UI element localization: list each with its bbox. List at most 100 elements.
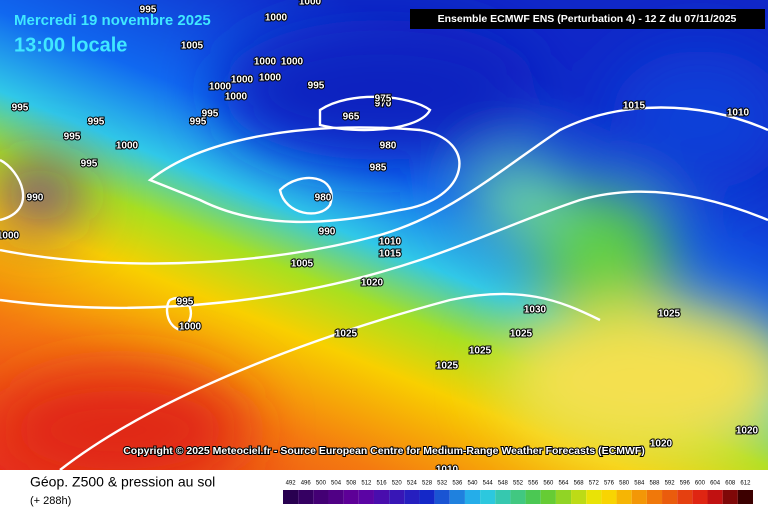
scale-cell xyxy=(631,490,647,504)
scale-label: 496 xyxy=(301,481,312,487)
scale-label: 576 xyxy=(604,481,615,487)
scale-label: 540 xyxy=(468,481,479,487)
isobar-label: 970 xyxy=(375,99,392,110)
isobar-label: 995 xyxy=(190,117,207,128)
isobar-label: 1015 xyxy=(379,249,402,260)
scale-label: 532 xyxy=(437,481,448,487)
scale-label: 512 xyxy=(361,481,372,487)
isobar-label: 1015 xyxy=(623,101,646,112)
scale-cell xyxy=(571,490,587,504)
scale-label: 588 xyxy=(649,481,660,487)
isobar-label: 1005 xyxy=(181,41,204,52)
scale-cell xyxy=(419,490,435,504)
isobar-label: 995 xyxy=(12,103,29,114)
scale-cell xyxy=(343,490,359,504)
isobar-label: 1010 xyxy=(379,237,402,248)
isobar-label: 1000 xyxy=(281,57,304,68)
forecast-date: Mercredi 19 novembre 2025 xyxy=(14,12,211,29)
scale-label: 596 xyxy=(680,481,691,487)
scale-cell xyxy=(389,490,405,504)
scale-cell xyxy=(601,490,617,504)
scale-label: 508 xyxy=(346,481,357,487)
scale-label: 556 xyxy=(528,481,539,487)
forecast-time: 13:00 locale xyxy=(14,34,127,56)
isobar-label: 1000 xyxy=(116,141,139,152)
scale-label: 548 xyxy=(498,481,509,487)
isobar-label: 975 xyxy=(375,94,392,105)
isobar-label: 995 xyxy=(177,297,194,308)
scale-cell xyxy=(616,490,632,504)
scale-label: 600 xyxy=(695,481,706,487)
scale-cell xyxy=(646,490,663,504)
scale-label: 584 xyxy=(634,481,645,487)
scale-label: 492 xyxy=(286,481,297,487)
isobar-label: 990 xyxy=(319,227,336,238)
scale-label: 560 xyxy=(543,481,554,487)
model-info: Ensemble ECMWF ENS (Perturbation 4) - 12… xyxy=(438,13,737,25)
isobar-label: 1025 xyxy=(335,329,358,340)
scale-label: 552 xyxy=(513,481,524,487)
credit: Copyright © 2025 Meteociel.fr - Source E… xyxy=(123,445,645,457)
legend-title: Géop. Z500 & pression au sol xyxy=(30,474,215,490)
scale-label: 524 xyxy=(407,481,418,487)
isobar-label: 1000 xyxy=(0,231,20,242)
scale-label: 580 xyxy=(619,481,630,487)
scale-label: 564 xyxy=(558,481,569,487)
isobar-label: 985 xyxy=(370,163,387,174)
isobar-label: 965 xyxy=(343,112,360,123)
isobar-label: 1005 xyxy=(291,259,314,270)
isobar-label: 995 xyxy=(202,109,219,120)
isobar-label: 1000 xyxy=(179,322,202,333)
scale-label: 592 xyxy=(665,481,676,487)
scale-cell xyxy=(692,490,708,504)
scale-cell xyxy=(328,490,344,504)
isobar-label: 1000 xyxy=(225,92,248,103)
isobar-label: 995 xyxy=(140,5,157,16)
legend-lead: (+ 288h) xyxy=(30,495,71,507)
model-banner xyxy=(410,9,765,29)
field-background xyxy=(0,0,768,490)
isobar-label: 1025 xyxy=(436,361,459,372)
scale-cell xyxy=(313,490,329,504)
isobar-label: 995 xyxy=(308,81,325,92)
isobar-label: 1000 xyxy=(265,13,288,24)
scale-cell xyxy=(586,490,602,504)
isobar-label: 1000 xyxy=(254,57,277,68)
scale-label: 568 xyxy=(574,481,585,487)
isobar-label: 980 xyxy=(315,193,332,204)
scale-cell xyxy=(495,490,511,504)
scale-cell xyxy=(464,490,481,504)
scale-label: 612 xyxy=(740,481,751,487)
scale-cell xyxy=(540,490,556,504)
isobar-label: 995 xyxy=(64,132,81,143)
scale-label: 544 xyxy=(483,481,494,487)
isobar-label: 1000 xyxy=(209,82,232,93)
scale-cell xyxy=(737,490,753,504)
isobar-label: 1000 xyxy=(299,0,322,8)
scale-cell xyxy=(662,490,678,504)
scale-cell xyxy=(434,490,450,504)
isobar-label: 1000 xyxy=(259,73,282,84)
isobar-label: 1020 xyxy=(361,278,384,289)
isobars xyxy=(0,95,768,471)
scale-cell xyxy=(480,490,496,504)
isobar-label: 980 xyxy=(380,141,397,152)
scale-cell xyxy=(449,490,465,504)
scale-label: 520 xyxy=(392,481,403,487)
scale-cell xyxy=(555,490,572,504)
isobar-label: 990 xyxy=(27,193,44,204)
scale-label: 528 xyxy=(422,481,433,487)
scale-cell xyxy=(283,490,299,504)
scale-label: 608 xyxy=(725,481,736,487)
scale-cell xyxy=(707,490,723,504)
isobar-label: 1025 xyxy=(469,346,492,357)
scale-label: 504 xyxy=(331,481,342,487)
scale-cell xyxy=(722,490,738,504)
color-scale: 492 496 500 504 508 512 516 520 524 528 532 536 540 5… xyxy=(283,481,753,504)
scale-cell xyxy=(404,490,420,504)
scale-cell xyxy=(525,490,541,504)
scale-cell xyxy=(298,490,314,504)
scale-cell xyxy=(677,490,693,504)
scale-label: 516 xyxy=(377,481,388,487)
